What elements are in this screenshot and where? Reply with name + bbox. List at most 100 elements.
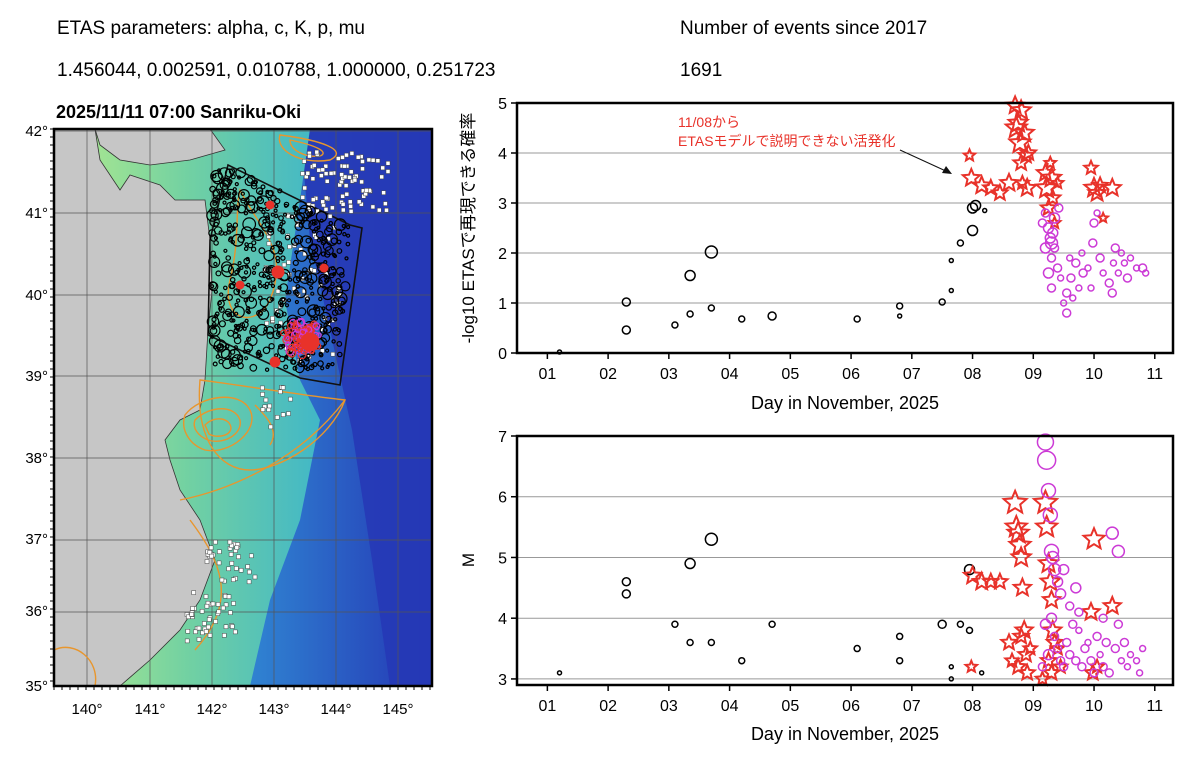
background-event	[196, 625, 202, 631]
catalog-event	[208, 281, 218, 290]
background-event	[222, 633, 227, 638]
background-event	[307, 153, 312, 159]
background-event	[330, 351, 336, 357]
data-point-circle	[1104, 278, 1114, 288]
catalog-event	[333, 218, 347, 232]
catalog-event	[268, 343, 275, 350]
catalog-event	[320, 251, 326, 257]
catalog-event	[335, 277, 342, 284]
data-point-star	[961, 146, 978, 163]
y-tick-label: 7	[498, 429, 507, 446]
catalog-event	[261, 221, 271, 232]
catalog-event	[243, 257, 251, 265]
catalog-event	[275, 240, 281, 246]
data-point-circle	[966, 224, 979, 237]
data-point-circle	[1039, 242, 1052, 254]
background-event	[228, 610, 233, 615]
background-event	[349, 151, 355, 156]
catalog-event	[246, 201, 259, 214]
background-event	[286, 411, 291, 416]
catalog-event	[213, 221, 219, 227]
background-event	[339, 172, 344, 177]
catalog-event	[313, 221, 318, 226]
catalog-event	[245, 195, 257, 206]
trench	[300, 129, 432, 686]
annotation-line1: 11/08から	[678, 114, 740, 130]
data-point-circle	[1104, 668, 1114, 678]
data-point-star	[1038, 650, 1059, 670]
catalog-event	[258, 231, 264, 237]
data-point-circle	[1092, 631, 1102, 642]
chart-xlabel-etas: Day in November, 2025	[751, 393, 939, 413]
data-point-circle	[853, 644, 861, 653]
lon-label-141: 141°	[134, 701, 165, 718]
catalog-event	[209, 234, 218, 242]
data-point-circle	[1084, 638, 1092, 647]
catalog-event	[208, 255, 221, 268]
catalog-event	[294, 222, 304, 231]
y-tick-label: 5	[498, 550, 507, 567]
catalog-event	[293, 210, 299, 216]
recent-event-large	[319, 263, 329, 273]
catalog-event	[244, 340, 249, 345]
background-event	[223, 624, 229, 629]
data-point-star	[1006, 110, 1031, 134]
catalog-event	[340, 281, 351, 292]
catalog-event	[273, 208, 278, 213]
catalog-event	[213, 339, 227, 353]
data-point-star	[1081, 158, 1101, 176]
catalog-event	[208, 229, 217, 237]
catalog-event	[344, 256, 349, 261]
catalog-event	[243, 270, 249, 275]
catalog-event	[224, 344, 230, 349]
data-point-circle	[1122, 273, 1133, 283]
catalog-event	[296, 212, 306, 222]
data-point-circle	[704, 245, 719, 259]
y-tick-label: 0	[498, 346, 507, 363]
background-event	[364, 188, 369, 193]
map-frame	[52, 127, 434, 688]
background-event	[300, 171, 305, 176]
catalog-event	[325, 364, 330, 369]
catalog-event	[251, 270, 257, 275]
catalog-event	[294, 299, 299, 305]
catalog-event	[292, 289, 299, 296]
recent-event	[312, 322, 321, 330]
recent-event	[291, 343, 300, 352]
background-event	[340, 202, 346, 207]
background-event	[260, 385, 265, 391]
x-tick-label: 06	[842, 366, 860, 383]
y-tick-label: 1	[498, 296, 507, 313]
events-count-value: 1691	[680, 60, 723, 81]
catalog-event	[288, 277, 293, 282]
x-tick-label: 09	[1024, 366, 1042, 383]
recent-event-large	[265, 200, 275, 210]
background-event	[204, 559, 210, 564]
background-event	[323, 163, 329, 169]
lat-label-37: 37°	[25, 531, 48, 548]
catalog-event	[292, 204, 297, 210]
catalog-event	[270, 297, 275, 302]
background-event	[263, 397, 269, 403]
catalog-event	[233, 327, 239, 334]
data-point-star	[1009, 544, 1034, 568]
background-event	[381, 190, 386, 195]
catalog-event	[324, 246, 334, 256]
catalog-event	[336, 239, 342, 245]
catalog-event	[262, 346, 271, 355]
catalog-event	[266, 275, 271, 280]
x-tick-label: 04	[721, 366, 739, 383]
background-event	[268, 424, 274, 430]
data-point-star	[1048, 639, 1067, 657]
background-event	[302, 185, 307, 191]
background-event	[342, 174, 348, 180]
background-event	[206, 617, 212, 622]
background-event	[355, 154, 361, 160]
data-point-circle	[1070, 582, 1082, 594]
data-point-circle	[1132, 656, 1141, 665]
chart-ylabel-etas: -log10 ETASで再現できる確率	[459, 113, 478, 344]
catalog-event	[210, 208, 223, 221]
catalog-event	[295, 284, 301, 289]
data-point-circle	[1075, 284, 1083, 292]
catalog-event	[286, 298, 292, 303]
